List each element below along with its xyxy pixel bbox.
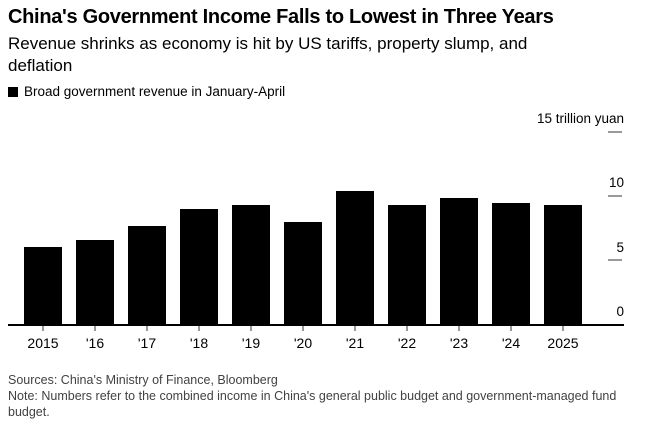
y-tick-dash bbox=[608, 259, 622, 262]
x-tick bbox=[302, 325, 304, 331]
y-axis-label: 0 bbox=[616, 304, 624, 319]
x-axis-label: '24 bbox=[501, 335, 521, 351]
x-axis-label: 2015 bbox=[27, 335, 59, 351]
x-tick bbox=[94, 325, 96, 331]
bar-2015 bbox=[24, 246, 62, 325]
x-axis-label: '23 bbox=[449, 335, 469, 351]
chart-title: China's Government Income Falls to Lowes… bbox=[8, 6, 554, 28]
x-axis-label: '19 bbox=[241, 335, 261, 351]
y-axis-label: 5 bbox=[616, 239, 624, 255]
footer: Sources: China's Ministry of Finance, Bl… bbox=[8, 372, 642, 420]
bar-20 bbox=[284, 222, 322, 325]
bar-17 bbox=[128, 225, 166, 325]
x-axis-label: '20 bbox=[293, 335, 313, 351]
y-axis-label: 10 bbox=[608, 175, 624, 191]
y-tick-dash bbox=[608, 130, 622, 133]
sources-text: Sources: China's Ministry of Finance, Bl… bbox=[8, 373, 278, 387]
note-text: Note: Numbers refer to the combined inco… bbox=[8, 389, 617, 419]
x-axis-label: '18 bbox=[189, 335, 209, 351]
x-axis-label: '21 bbox=[345, 335, 365, 351]
x-tick bbox=[198, 325, 200, 331]
x-tick bbox=[250, 325, 252, 331]
bar-21 bbox=[336, 191, 374, 325]
x-axis-label: '22 bbox=[397, 335, 417, 351]
bar-22 bbox=[388, 205, 426, 325]
x-axis-label: '16 bbox=[85, 335, 105, 351]
chart-subtitle: Revenue shrinks as economy is hit by US … bbox=[8, 34, 528, 75]
x-tick bbox=[510, 325, 512, 331]
x-axis-label: '17 bbox=[137, 335, 157, 351]
bar-19 bbox=[232, 205, 270, 325]
x-tick bbox=[146, 325, 148, 331]
bar-18 bbox=[180, 209, 218, 325]
y-axis-label: 15 trillion yuan bbox=[536, 111, 624, 126]
x-tick bbox=[458, 325, 460, 331]
bar-16 bbox=[76, 240, 114, 325]
y-tick-dash bbox=[608, 194, 622, 197]
x-axis-line bbox=[8, 324, 624, 326]
bar-23 bbox=[440, 197, 478, 325]
x-tick bbox=[562, 325, 564, 331]
legend-label: Broad government revenue in January-Apri… bbox=[24, 84, 286, 99]
bar-24 bbox=[492, 202, 530, 325]
x-tick bbox=[354, 325, 356, 331]
x-tick bbox=[406, 325, 408, 331]
x-tick bbox=[42, 325, 44, 331]
x-axis-label: 2025 bbox=[547, 335, 579, 351]
legend: Broad government revenue in January-Apri… bbox=[8, 84, 285, 99]
bar-2025 bbox=[544, 205, 582, 325]
legend-swatch-icon bbox=[8, 86, 18, 97]
